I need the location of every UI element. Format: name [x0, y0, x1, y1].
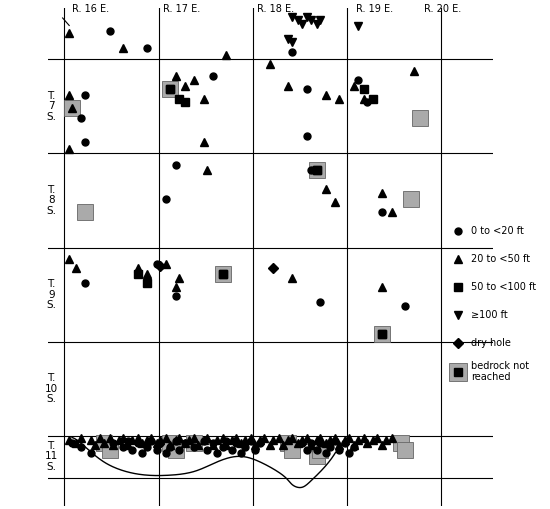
Text: T.
10
S.: T. 10 S.: [45, 373, 58, 405]
Text: R. 19 E.: R. 19 E.: [356, 4, 393, 14]
Text: dry hole: dry hole: [471, 338, 511, 349]
Text: R. 16 E.: R. 16 E.: [72, 4, 109, 14]
Text: bedrock not
reached: bedrock not reached: [471, 361, 529, 382]
Text: T.
7
S.: T. 7 S.: [46, 91, 56, 122]
Text: T.
11
S.: T. 11 S.: [45, 441, 58, 472]
Text: T.
8
S.: T. 8 S.: [46, 185, 56, 216]
Text: R. 17 E.: R. 17 E.: [163, 4, 201, 14]
Text: ≥100 ft: ≥100 ft: [471, 310, 508, 320]
Text: 0 to <20 ft: 0 to <20 ft: [471, 225, 524, 236]
Text: T.
9
S.: T. 9 S.: [46, 279, 56, 310]
Text: 50 to <100 ft: 50 to <100 ft: [471, 282, 536, 292]
Text: R. 20 E.: R. 20 E.: [424, 4, 461, 14]
Text: R. 18 E.: R. 18 E.: [257, 4, 294, 14]
Text: 20 to <50 ft: 20 to <50 ft: [471, 254, 530, 264]
